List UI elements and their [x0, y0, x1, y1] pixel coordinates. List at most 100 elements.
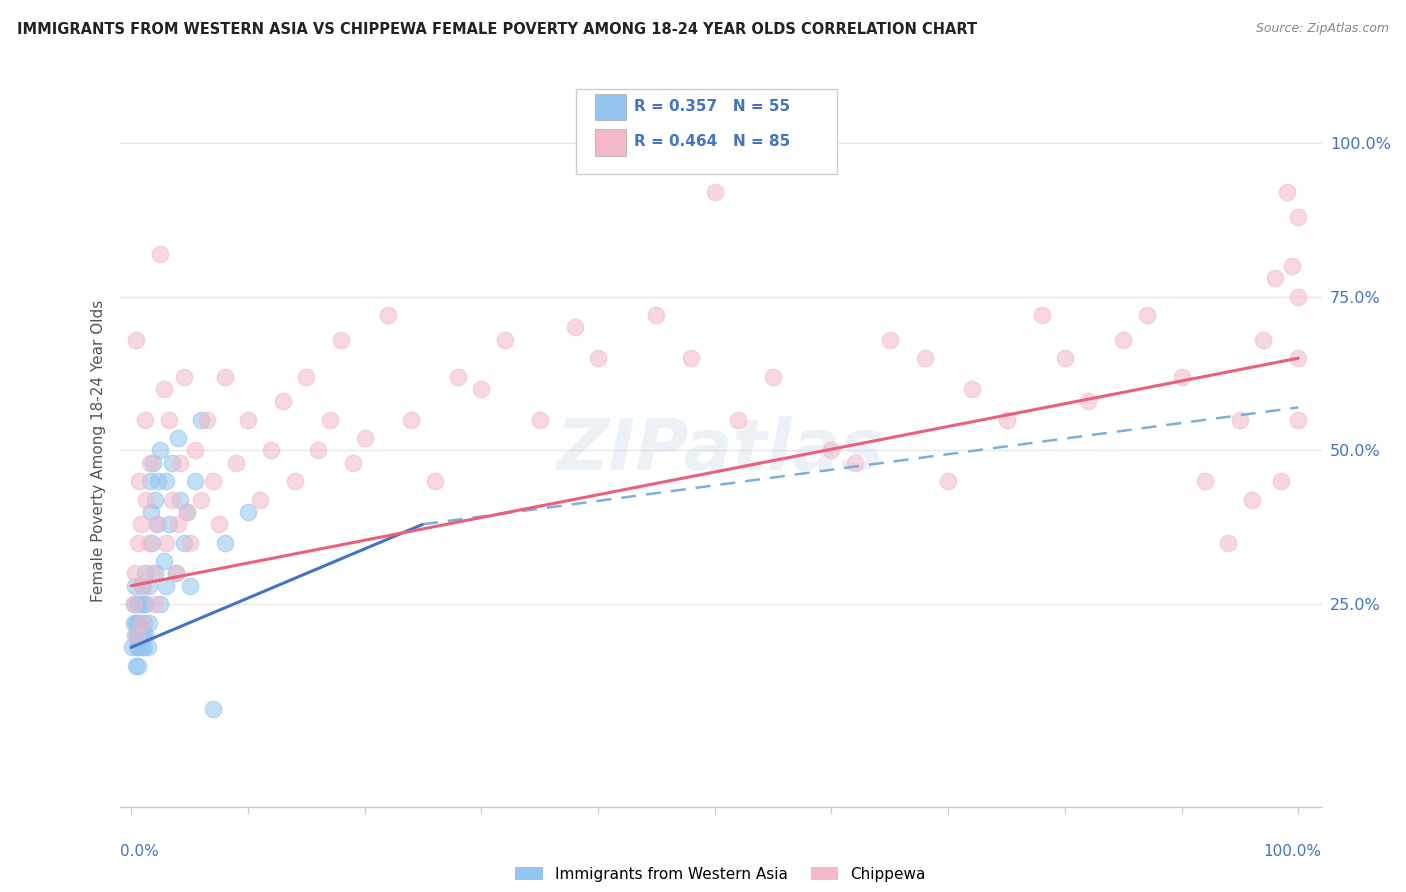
Point — [1218, 535, 1240, 549]
Point — [318, 413, 340, 427]
Point — [353, 431, 375, 445]
Point — [1194, 474, 1216, 488]
Point — [1270, 474, 1292, 488]
Point — [529, 413, 551, 427]
Point — [125, 333, 148, 347]
Point — [127, 615, 149, 630]
Point — [208, 517, 231, 532]
Point — [129, 517, 152, 532]
Point — [132, 628, 155, 642]
Point — [165, 566, 187, 581]
Point — [295, 369, 318, 384]
Point — [129, 615, 152, 630]
Text: IMMIGRANTS FROM WESTERN ASIA VS CHIPPEWA FEMALE POVERTY AMONG 18-24 YEAR OLDS CO: IMMIGRANTS FROM WESTERN ASIA VS CHIPPEWA… — [17, 22, 977, 37]
Point — [146, 517, 169, 532]
Point — [494, 333, 516, 347]
Point — [125, 628, 148, 642]
Point — [173, 369, 195, 384]
Point — [124, 579, 146, 593]
Point — [153, 554, 176, 568]
Point — [143, 566, 166, 581]
Point — [377, 308, 399, 322]
Point — [936, 474, 959, 488]
Point — [260, 443, 283, 458]
Point — [125, 615, 148, 630]
Point — [134, 566, 156, 581]
Text: 100.0%: 100.0% — [1264, 845, 1322, 859]
Point — [1251, 333, 1274, 347]
Point — [121, 640, 143, 655]
Point — [149, 246, 172, 260]
Point — [401, 413, 423, 427]
Point — [1229, 413, 1251, 427]
Point — [124, 628, 146, 642]
Point — [879, 333, 901, 347]
Point — [128, 474, 150, 488]
Point — [146, 474, 169, 488]
Point — [129, 628, 152, 642]
Point — [176, 505, 198, 519]
Point — [131, 615, 153, 630]
Point — [149, 597, 172, 611]
Point — [1240, 492, 1263, 507]
Point — [138, 615, 160, 630]
Point — [844, 456, 866, 470]
Point — [1286, 290, 1309, 304]
Point — [155, 474, 177, 488]
Point — [1286, 210, 1309, 224]
Point — [128, 597, 150, 611]
Point — [1275, 185, 1298, 199]
Point — [184, 474, 207, 488]
Point — [122, 615, 145, 630]
Point — [179, 579, 201, 593]
Point — [225, 456, 247, 470]
Point — [157, 413, 180, 427]
Point — [165, 566, 187, 581]
Point — [1112, 333, 1135, 347]
Point — [762, 369, 785, 384]
Point — [214, 369, 236, 384]
Point — [960, 382, 983, 396]
Point — [271, 394, 294, 409]
Point — [184, 443, 207, 458]
Text: ZIPatlas: ZIPatlas — [557, 416, 884, 485]
Point — [127, 535, 149, 549]
Point — [727, 413, 749, 427]
Point — [127, 658, 149, 673]
Point — [586, 351, 609, 366]
Point — [125, 628, 148, 642]
Point — [1135, 308, 1157, 322]
Text: Source: ZipAtlas.com: Source: ZipAtlas.com — [1256, 22, 1389, 36]
Point — [342, 456, 364, 470]
Text: R = 0.357   N = 55: R = 0.357 N = 55 — [634, 99, 790, 113]
Point — [125, 640, 148, 655]
Point — [249, 492, 271, 507]
Point — [914, 351, 936, 366]
Point — [447, 369, 470, 384]
Point — [201, 702, 224, 716]
Point — [138, 535, 160, 549]
Point — [236, 505, 259, 519]
Point — [138, 579, 160, 593]
Point — [125, 658, 148, 673]
Point — [1264, 271, 1286, 285]
Point — [155, 579, 177, 593]
Point — [124, 566, 146, 581]
Point — [1053, 351, 1076, 366]
Point — [139, 456, 162, 470]
Point — [160, 492, 183, 507]
Point — [201, 474, 224, 488]
Point — [132, 615, 155, 630]
Point — [142, 456, 165, 470]
Legend: Immigrants from Western Asia, Chippewa: Immigrants from Western Asia, Chippewa — [515, 867, 927, 881]
Point — [1281, 259, 1303, 273]
Text: 0.0%: 0.0% — [120, 845, 159, 859]
Point — [703, 185, 725, 199]
Point — [131, 640, 153, 655]
Point — [820, 443, 842, 458]
Point — [146, 517, 169, 532]
Point — [136, 640, 159, 655]
Point — [167, 431, 190, 445]
Point — [135, 597, 157, 611]
Point — [139, 474, 162, 488]
